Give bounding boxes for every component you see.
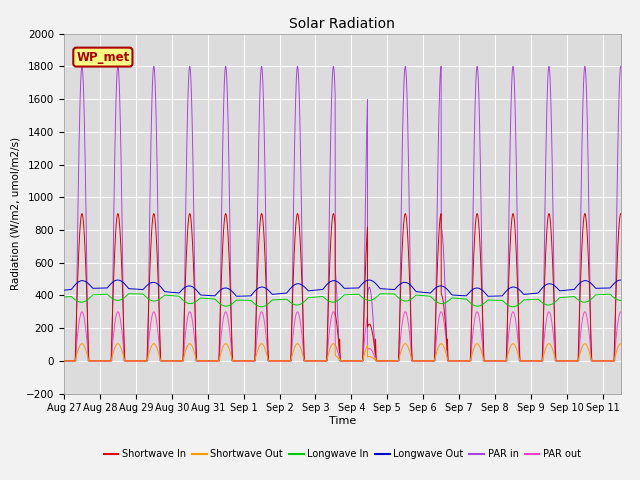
Legend: Shortwave In, Shortwave Out, Longwave In, Longwave Out, PAR in, PAR out: Shortwave In, Shortwave Out, Longwave In… bbox=[100, 445, 585, 463]
Text: WP_met: WP_met bbox=[76, 50, 129, 63]
Title: Solar Radiation: Solar Radiation bbox=[289, 17, 396, 31]
X-axis label: Time: Time bbox=[329, 416, 356, 426]
Y-axis label: Radiation (W/m2, umol/m2/s): Radiation (W/m2, umol/m2/s) bbox=[10, 137, 20, 290]
